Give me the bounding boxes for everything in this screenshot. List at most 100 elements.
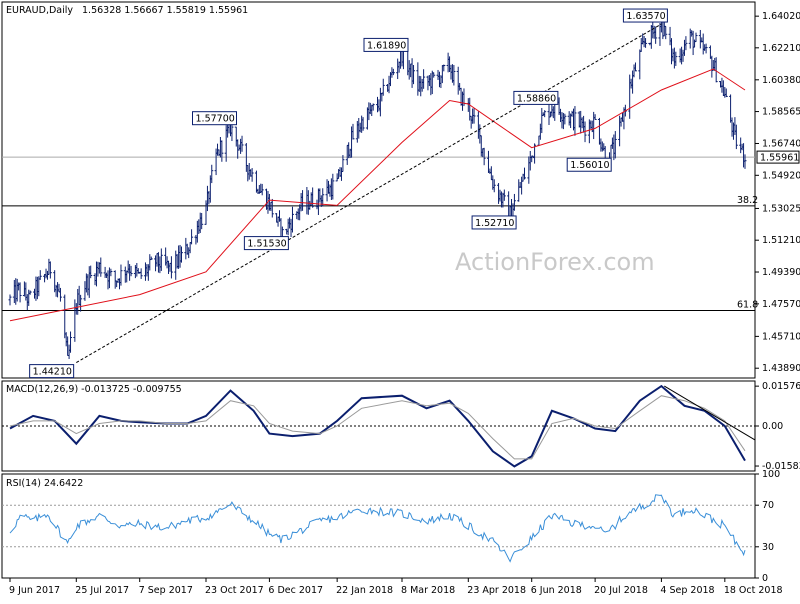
rsi-axis-label: 100 <box>762 469 780 480</box>
macd-line <box>9 384 746 468</box>
ohlc-bar <box>48 261 52 279</box>
ohlc-bar <box>8 294 12 306</box>
price-axis-label: 1.56740 <box>762 138 800 149</box>
ohlc-bar <box>432 72 436 78</box>
ohlc-bar <box>664 25 668 40</box>
ohlc-bar <box>391 68 395 76</box>
ohlc-bar <box>633 62 637 72</box>
ohlc-bar <box>99 257 103 277</box>
ohlc-bar <box>563 113 567 125</box>
ohlc-bar <box>743 154 747 169</box>
price-axis-label: 1.51210 <box>762 235 800 246</box>
ohlc-bar <box>452 64 456 86</box>
price-axis-label: 1.45710 <box>762 331 800 342</box>
price-trendline <box>76 23 662 364</box>
ohlc-bar <box>371 103 375 111</box>
macd-layer <box>2 384 756 468</box>
price-annotation-label: 1.61890 <box>367 40 406 51</box>
macd-axis-label: -0.015834 <box>762 461 800 472</box>
fib-level-label: 38.2 <box>737 195 758 206</box>
ohlc-bar <box>331 173 335 200</box>
price-annotation: 1.52710 <box>471 215 517 230</box>
last-price-box <box>756 150 800 164</box>
date-axis-label: 4 Sep 2018 <box>660 585 714 596</box>
ohlc-bar <box>361 117 365 131</box>
price-annotation-label: 1.58860 <box>517 93 556 104</box>
ohlc-bar <box>18 282 22 303</box>
price-axis-label: 1.43890 <box>762 363 800 374</box>
ohlc-bar <box>139 268 143 279</box>
macd-signal-line <box>9 395 746 460</box>
ohlc-bar <box>412 65 416 85</box>
watermark: ActionForex.com <box>455 248 655 276</box>
price-annotation-box <box>566 157 612 172</box>
price-annotation-box <box>622 8 668 23</box>
price-axis-label: 1.64020 <box>762 11 800 22</box>
last-price-label: 1.55961 <box>760 153 799 164</box>
price-annotation: 1.56010 <box>566 157 612 172</box>
ohlc-bar <box>58 287 62 302</box>
ohlc-bar <box>654 26 658 44</box>
ohlc-bar <box>613 131 617 159</box>
price-annotation-box <box>243 236 289 251</box>
date-axis-label: 6 Dec 2017 <box>268 585 323 596</box>
price-panel-frame <box>1 1 756 379</box>
price-annotation-label: 1.56010 <box>570 160 609 171</box>
date-axis-label: 6 Jun 2018 <box>531 585 582 596</box>
price-annotation-label: 1.63570 <box>626 11 665 22</box>
rsi-axis-label: 0 <box>762 573 768 584</box>
ohlc-bar <box>704 43 708 54</box>
ohlc-bar <box>523 167 526 180</box>
price-axis-label: 1.53025 <box>762 203 800 214</box>
rsi-layer <box>2 494 755 563</box>
price-annotation-box <box>363 37 409 52</box>
ohlc-bar <box>159 248 163 271</box>
price-annotation-label: 1.52710 <box>475 218 514 229</box>
rsi-axis-label: 30 <box>762 542 774 553</box>
date-axis-label: 20 Jul 2018 <box>594 585 648 596</box>
ohlc-bar <box>270 198 274 218</box>
price-annotation-label: 1.44210 <box>33 367 72 378</box>
rsi-panel-frame <box>1 473 756 579</box>
price-annotation: 1.51530 <box>243 236 289 251</box>
rsi-axis-label: 70 <box>762 500 774 511</box>
ohlc-bar <box>734 124 738 150</box>
ohlc-bar <box>442 64 446 72</box>
macd-header: MACD(12,26,9) -0.013725 -0.009755 <box>6 384 182 395</box>
price-header-ohlc: 1.56328 1.56667 1.55819 1.55961 <box>82 5 248 16</box>
ohlc-bar <box>109 268 113 277</box>
ohlc-bar <box>512 193 516 211</box>
ohlc-bar <box>351 123 355 140</box>
date-axis-label: 23 Apr 2018 <box>467 585 526 596</box>
ohlc-bar <box>492 179 496 193</box>
ohlc-bar <box>593 114 597 120</box>
price-annotation: 1.44210 <box>29 364 75 379</box>
ohlc-bar <box>301 190 305 211</box>
price-axis-label: 1.49390 <box>762 267 800 278</box>
date-axis-label: 18 Oct 2018 <box>724 585 783 596</box>
ohlc-bar <box>240 135 244 152</box>
fib-level-label: 61.8 <box>737 299 758 310</box>
macd-axis-label: 0.00 <box>762 421 783 432</box>
ohlc-bar <box>644 38 648 48</box>
ohlc-bar <box>79 294 83 312</box>
date-axis-label: 9 Jun 2017 <box>9 585 60 596</box>
price-header-symbol: EURAUD,Daily <box>6 5 73 16</box>
ohlc-bar <box>260 183 264 196</box>
price-annotation: 1.58860 <box>513 90 559 105</box>
date-axis-label: 8 Mar 2018 <box>401 585 455 596</box>
ohlc-bar <box>200 212 204 230</box>
ohlc-bar <box>311 187 315 208</box>
price-axis-label: 1.47570 <box>762 299 800 310</box>
price-annotation-box <box>513 90 559 105</box>
ohlc-bar <box>28 290 32 295</box>
ohlc-bar <box>422 69 426 89</box>
macd-axis-label: 0.015762 <box>762 381 800 392</box>
ohlc-bar <box>472 108 476 124</box>
price-annotation: 1.61890 <box>363 37 409 52</box>
ohlc-bar <box>321 188 325 207</box>
price-annotation-box <box>471 215 517 230</box>
ohlc-bar <box>230 122 234 142</box>
ohlc-bar <box>714 57 718 83</box>
